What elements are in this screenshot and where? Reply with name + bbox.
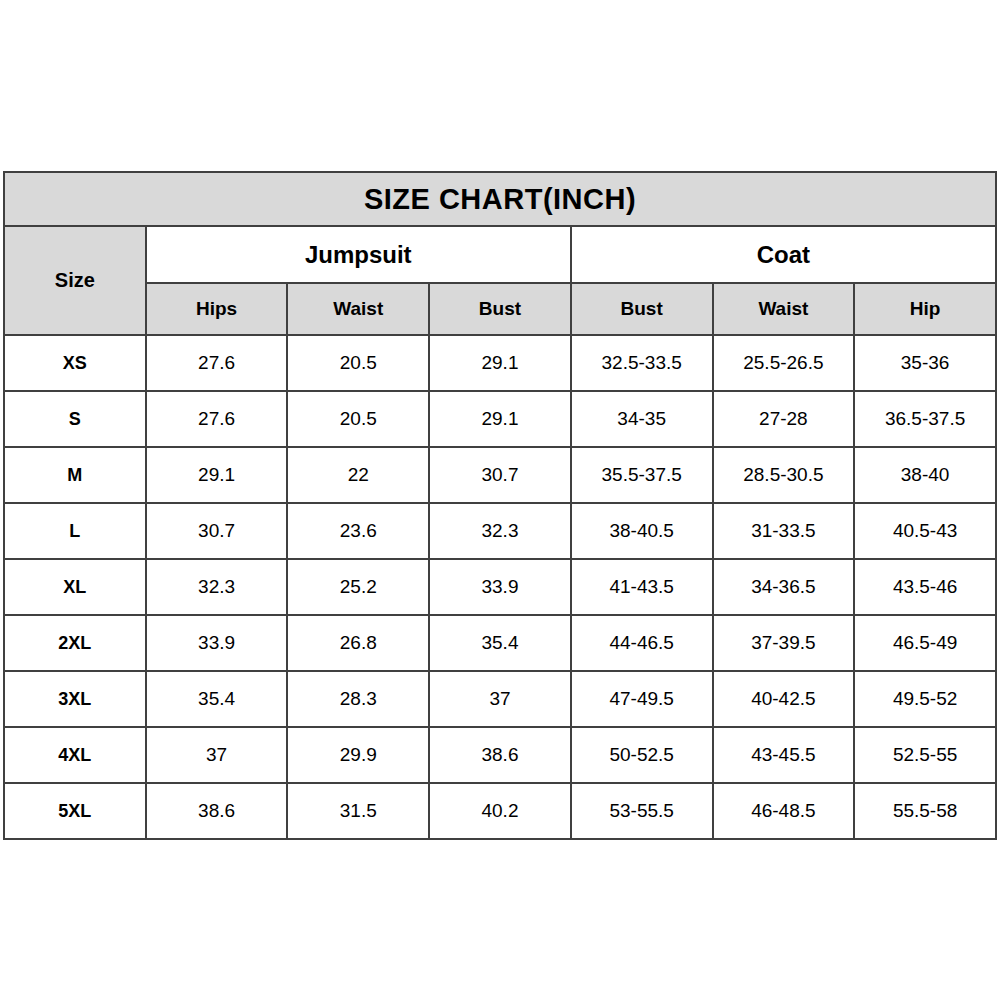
cell-value: 27-28 xyxy=(713,391,855,447)
cell-value: 32.3 xyxy=(146,559,288,615)
cell-value: 35.5-37.5 xyxy=(571,447,713,503)
cell-value: 44-46.5 xyxy=(571,615,713,671)
cell-value: 27.6 xyxy=(146,335,288,391)
size-chart-title: SIZE CHART(INCH) xyxy=(4,172,996,226)
cell-value: 29.1 xyxy=(429,335,571,391)
table-row: 4XL 37 29.9 38.6 50-52.5 43-45.5 52.5-55 xyxy=(4,727,996,783)
cell-value: 52.5-55 xyxy=(854,727,996,783)
cell-value: 33.9 xyxy=(146,615,288,671)
cell-value: 43.5-46 xyxy=(854,559,996,615)
table-row: S 27.6 20.5 29.1 34-35 27-28 36.5-37.5 xyxy=(4,391,996,447)
cell-value: 49.5-52 xyxy=(854,671,996,727)
cell-value: 25.2 xyxy=(287,559,429,615)
table-row: 3XL 35.4 28.3 37 47-49.5 40-42.5 49.5-52 xyxy=(4,671,996,727)
table-row: L 30.7 23.6 32.3 38-40.5 31-33.5 40.5-43 xyxy=(4,503,996,559)
cell-value: 27.6 xyxy=(146,391,288,447)
group-header-jumpsuit: Jumpsuit xyxy=(146,226,571,283)
row-size-label: 3XL xyxy=(4,671,146,727)
cell-value: 38-40 xyxy=(854,447,996,503)
cell-value: 50-52.5 xyxy=(571,727,713,783)
sub-header-row: Hips Waist Bust Bust Waist Hip xyxy=(4,283,996,335)
table-row: 5XL 38.6 31.5 40.2 53-55.5 46-48.5 55.5-… xyxy=(4,783,996,839)
col-header-jumpsuit-waist: Waist xyxy=(287,283,429,335)
cell-value: 38.6 xyxy=(146,783,288,839)
cell-value: 31.5 xyxy=(287,783,429,839)
size-column-header: Size xyxy=(4,226,146,335)
col-header-jumpsuit-hips: Hips xyxy=(146,283,288,335)
row-size-label: XS xyxy=(4,335,146,391)
cell-value: 35-36 xyxy=(854,335,996,391)
cell-value: 36.5-37.5 xyxy=(854,391,996,447)
title-row: SIZE CHART(INCH) xyxy=(4,172,996,226)
cell-value: 23.6 xyxy=(287,503,429,559)
cell-value: 40.2 xyxy=(429,783,571,839)
row-size-label: M xyxy=(4,447,146,503)
cell-value: 26.8 xyxy=(287,615,429,671)
cell-value: 31-33.5 xyxy=(713,503,855,559)
cell-value: 38.6 xyxy=(429,727,571,783)
cell-value: 20.5 xyxy=(287,335,429,391)
cell-value: 37-39.5 xyxy=(713,615,855,671)
cell-value: 33.9 xyxy=(429,559,571,615)
cell-value: 28.5-30.5 xyxy=(713,447,855,503)
row-size-label: 5XL xyxy=(4,783,146,839)
cell-value: 46.5-49 xyxy=(854,615,996,671)
table-row: XL 32.3 25.2 33.9 41-43.5 34-36.5 43.5-4… xyxy=(4,559,996,615)
cell-value: 22 xyxy=(287,447,429,503)
cell-value: 47-49.5 xyxy=(571,671,713,727)
cell-value: 30.7 xyxy=(429,447,571,503)
group-header-row: Size Jumpsuit Coat xyxy=(4,226,996,283)
row-size-label: 2XL xyxy=(4,615,146,671)
col-header-jumpsuit-bust: Bust xyxy=(429,283,571,335)
table-row: XS 27.6 20.5 29.1 32.5-33.5 25.5-26.5 35… xyxy=(4,335,996,391)
cell-value: 35.4 xyxy=(429,615,571,671)
cell-value: 40.5-43 xyxy=(854,503,996,559)
size-chart-container: SIZE CHART(INCH) Size Jumpsuit Coat Hips… xyxy=(0,0,1000,840)
row-size-label: XL xyxy=(4,559,146,615)
cell-value: 37 xyxy=(429,671,571,727)
cell-value: 55.5-58 xyxy=(854,783,996,839)
cell-value: 43-45.5 xyxy=(713,727,855,783)
cell-value: 32.5-33.5 xyxy=(571,335,713,391)
cell-value: 46-48.5 xyxy=(713,783,855,839)
cell-value: 28.3 xyxy=(287,671,429,727)
cell-value: 32.3 xyxy=(429,503,571,559)
row-size-label: 4XL xyxy=(4,727,146,783)
table-row: M 29.1 22 30.7 35.5-37.5 28.5-30.5 38-40 xyxy=(4,447,996,503)
table-row: 2XL 33.9 26.8 35.4 44-46.5 37-39.5 46.5-… xyxy=(4,615,996,671)
col-header-coat-bust: Bust xyxy=(571,283,713,335)
row-size-label: S xyxy=(4,391,146,447)
cell-value: 20.5 xyxy=(287,391,429,447)
col-header-coat-waist: Waist xyxy=(713,283,855,335)
size-chart-page: SIZE CHART(INCH) Size Jumpsuit Coat Hips… xyxy=(0,0,1000,1000)
cell-value: 37 xyxy=(146,727,288,783)
group-header-coat: Coat xyxy=(571,226,996,283)
size-chart-table: SIZE CHART(INCH) Size Jumpsuit Coat Hips… xyxy=(3,171,997,840)
cell-value: 40-42.5 xyxy=(713,671,855,727)
row-size-label: L xyxy=(4,503,146,559)
cell-value: 34-36.5 xyxy=(713,559,855,615)
cell-value: 35.4 xyxy=(146,671,288,727)
cell-value: 53-55.5 xyxy=(571,783,713,839)
cell-value: 29.1 xyxy=(146,447,288,503)
cell-value: 41-43.5 xyxy=(571,559,713,615)
cell-value: 25.5-26.5 xyxy=(713,335,855,391)
col-header-coat-hip: Hip xyxy=(854,283,996,335)
cell-value: 29.1 xyxy=(429,391,571,447)
cell-value: 38-40.5 xyxy=(571,503,713,559)
cell-value: 34-35 xyxy=(571,391,713,447)
cell-value: 29.9 xyxy=(287,727,429,783)
cell-value: 30.7 xyxy=(146,503,288,559)
